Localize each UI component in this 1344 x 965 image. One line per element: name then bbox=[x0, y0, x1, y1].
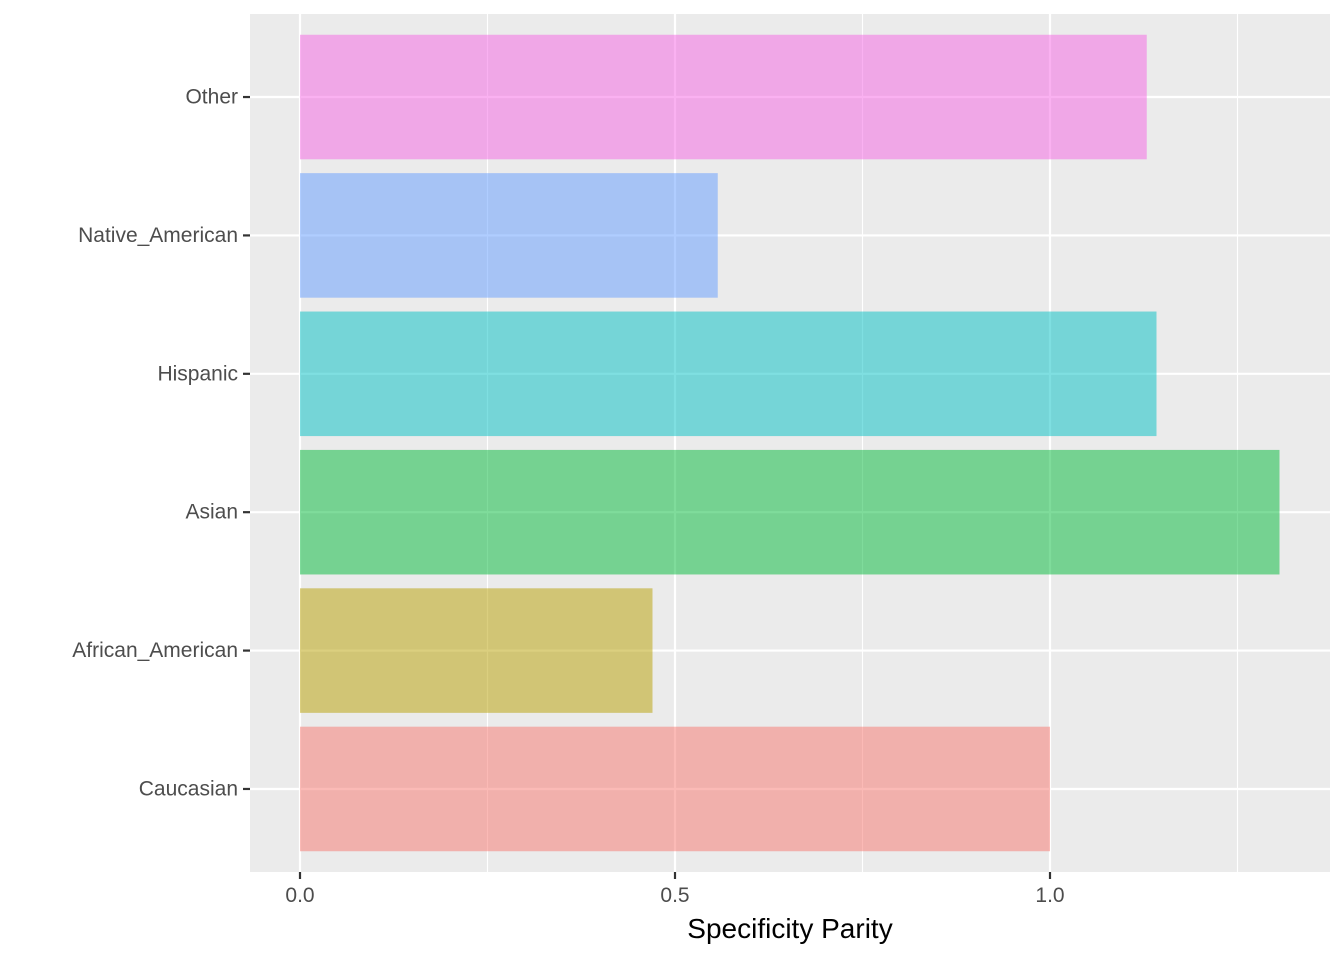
y-tick-label: Native_American bbox=[78, 224, 238, 247]
y-axis: Caucasian African_American Asian Hispanic Na… bbox=[72, 86, 250, 800]
bar-hispanic bbox=[300, 311, 1157, 437]
y-tick-label: African_American bbox=[72, 639, 238, 662]
bar-caucasian bbox=[300, 726, 1050, 852]
x-tick-label: 1.0 bbox=[1035, 884, 1064, 907]
y-tick-label: Hispanic bbox=[157, 362, 238, 385]
y-tick-label: Caucasian bbox=[139, 777, 238, 800]
x-tick-label: 0.0 bbox=[285, 884, 314, 907]
bar-other bbox=[300, 34, 1147, 160]
y-tick-label: Asian bbox=[185, 501, 238, 524]
bar-native-american bbox=[300, 173, 718, 298]
x-axis: 0.0 0.5 1.0 bbox=[285, 872, 1065, 907]
x-tick-label: 0.5 bbox=[660, 884, 689, 907]
bars bbox=[300, 34, 1280, 852]
x-axis-title: Specificity Parity bbox=[687, 913, 892, 944]
y-tick-label: Other bbox=[185, 86, 238, 109]
bar-african-american bbox=[300, 588, 653, 713]
bar-asian bbox=[300, 449, 1280, 575]
